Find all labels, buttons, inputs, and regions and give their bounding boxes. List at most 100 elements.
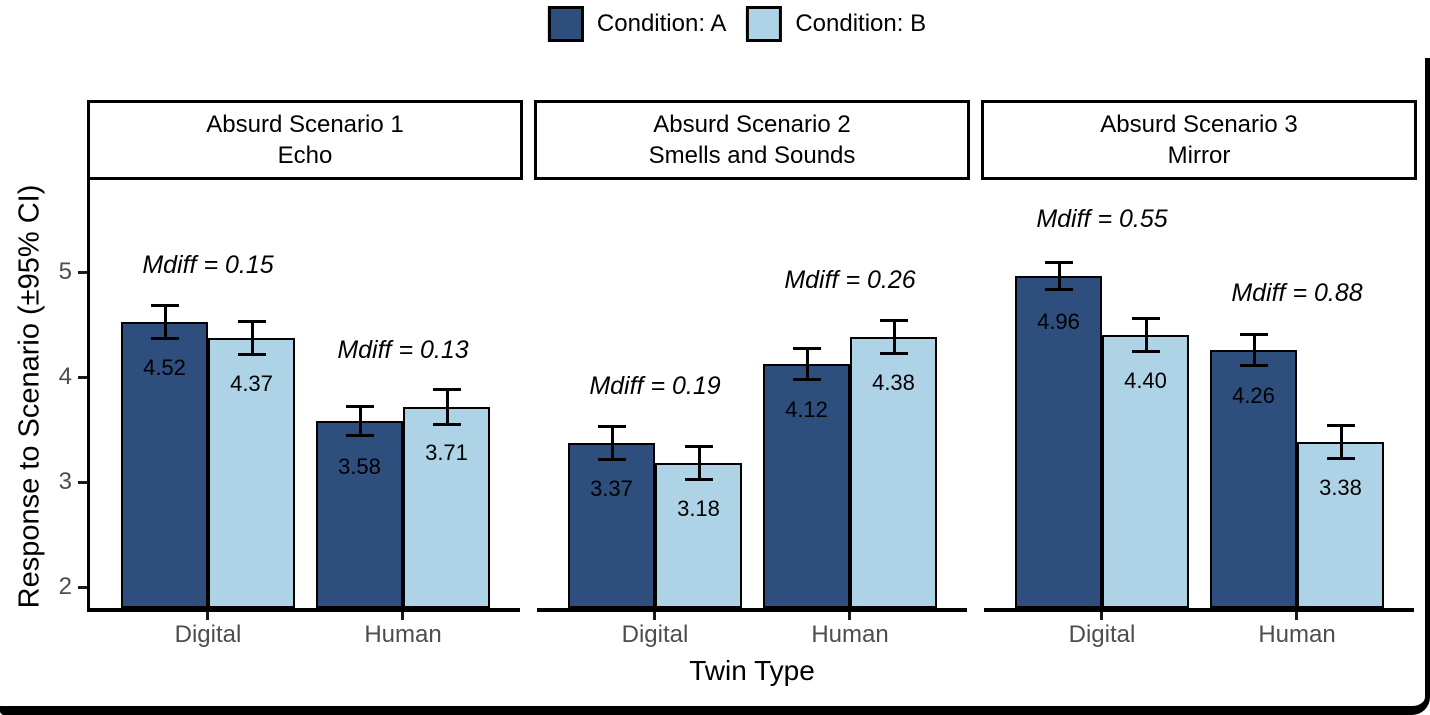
error-bar-cap-top — [1240, 333, 1268, 336]
error-bar-line — [1340, 426, 1343, 458]
mdiff-annotation: Mdiff = 0.55 — [1036, 205, 1168, 233]
y-tick-mark — [78, 376, 87, 379]
bar-value-label: 3.38 — [1319, 475, 1362, 500]
error-bar-cap-top — [685, 445, 713, 448]
error-bar-line — [359, 407, 362, 435]
legend-item-condition-b: Condition: B — [746, 6, 926, 42]
bar-value-label: 4.26 — [1232, 383, 1275, 408]
error-bar-cap-bottom — [1240, 364, 1268, 367]
bar-value-label: 3.18 — [677, 496, 720, 521]
y-tick-label: 2 — [58, 573, 72, 600]
x-tick-mark — [1295, 612, 1298, 620]
facet-title-line2: Echo — [277, 142, 333, 169]
bar-condition-b — [208, 338, 295, 608]
error-bar-cap-top — [598, 425, 626, 428]
x-axis-line — [87, 608, 520, 612]
error-bar-line — [1058, 263, 1061, 289]
mdiff-annotation: Mdiff = 0.88 — [1231, 279, 1363, 307]
facet-title: Absurd Scenario 2 Smells and Sounds — [534, 100, 970, 180]
facet-panel: Absurd Scenario 1 Echo 4.52 4.37 3.58 3.71 2 3 4… — [59, 100, 523, 680]
x-tick-label: Human — [1258, 621, 1336, 648]
error-bar-line — [1145, 319, 1148, 351]
y-tick-label: 4 — [58, 363, 72, 390]
x-axis-title: Twin Type — [689, 655, 815, 686]
x-tick-mark — [653, 612, 656, 620]
x-tick-mark — [206, 612, 209, 620]
bar-condition-a — [568, 443, 655, 608]
bar-value-label: 4.96 — [1037, 309, 1080, 334]
facet-title-line1: Absurd Scenario 1 — [206, 111, 404, 138]
error-bar-cap-bottom — [598, 458, 626, 461]
bar-condition-b — [1297, 442, 1384, 608]
y-tick-label: 3 — [58, 468, 72, 495]
mdiff-annotation: Mdiff = 0.19 — [589, 372, 721, 400]
error-bar-cap-top — [1045, 261, 1073, 264]
y-axis-line — [87, 180, 90, 612]
chart-legend: Condition: A Condition: B — [547, 6, 926, 42]
error-bar-cap-top — [880, 319, 908, 322]
bar-value-label: 3.58 — [338, 454, 381, 479]
error-bar-line — [1253, 335, 1256, 365]
error-bar-cap-bottom — [1132, 350, 1160, 353]
error-bar-line — [698, 447, 701, 479]
error-bar-cap-top — [151, 304, 179, 307]
bar-condition-a — [1015, 276, 1102, 608]
mdiff-annotation: Mdiff = 0.26 — [784, 266, 916, 294]
x-tick-label: Digital — [1068, 621, 1136, 648]
bar-value-label: 3.71 — [425, 440, 468, 465]
bar-value-label: 4.37 — [230, 371, 273, 396]
bar-value-label: 4.38 — [872, 370, 915, 395]
x-tick-mark — [848, 612, 851, 620]
x-axis-line — [984, 608, 1414, 612]
error-bar-cap-bottom — [1327, 457, 1355, 460]
error-bar-cap-top — [238, 320, 266, 323]
error-bar-cap-top — [1327, 424, 1355, 427]
facet-panel: Absurd Scenario 2 Smells and Sounds 3.37 3.… — [534, 100, 970, 680]
facet-panel: Absurd Scenario 3 Mirror 4.96 4.40 4.26 3.38 M… — [981, 100, 1417, 680]
x-tick-label: Human — [811, 621, 889, 648]
mdiff-annotation: Mdiff = 0.13 — [337, 336, 469, 364]
error-bar-cap-bottom — [1045, 288, 1073, 291]
facet-title-line1: Absurd Scenario 3 — [1100, 111, 1298, 138]
facet-title: Absurd Scenario 3 Mirror — [981, 100, 1417, 180]
bar-condition-b — [403, 407, 490, 608]
error-bar-cap-top — [433, 388, 461, 391]
error-bar-cap-bottom — [238, 353, 266, 356]
error-bar-line — [251, 322, 254, 354]
y-tick-mark — [78, 481, 87, 484]
error-bar-cap-bottom — [880, 352, 908, 355]
facet-title-line2: Mirror — [1167, 142, 1231, 169]
error-bar-cap-bottom — [685, 478, 713, 481]
error-bar-cap-bottom — [151, 337, 179, 340]
bar-value-label: 3.37 — [590, 476, 633, 501]
facet-title: Absurd Scenario 1 Echo — [87, 100, 523, 180]
error-bar-line — [893, 321, 896, 353]
mdiff-annotation: Mdiff = 0.15 — [142, 251, 274, 279]
error-bar-cap-bottom — [793, 378, 821, 381]
legend-label: Condition: A — [596, 10, 727, 37]
x-axis-line — [537, 608, 967, 612]
bar-condition-a — [316, 421, 403, 608]
error-bar-line — [806, 349, 809, 379]
legend-swatch-icon — [746, 6, 783, 42]
x-tick-label: Human — [364, 621, 442, 648]
error-bar-cap-top — [346, 405, 374, 408]
plot-area: 4.52 4.37 3.58 3.71 — [90, 180, 520, 608]
plot-area: 4.96 4.40 4.26 3.38 — [984, 180, 1414, 608]
bar-condition-b — [655, 463, 742, 608]
legend-label: Condition: B — [795, 10, 927, 37]
bar-value-label: 4.12 — [785, 397, 828, 422]
facet-title-line1: Absurd Scenario 2 — [653, 111, 851, 138]
error-bar-cap-bottom — [346, 434, 374, 437]
bar-condition-a — [121, 322, 208, 608]
bar-condition-a — [763, 364, 850, 608]
bar-value-label: 4.40 — [1124, 368, 1167, 393]
y-tick-mark — [78, 271, 87, 274]
x-tick-mark — [1100, 612, 1103, 620]
error-bar-cap-top — [1132, 317, 1160, 320]
legend-swatch-icon — [547, 6, 584, 42]
plot-area: 3.37 3.18 4.12 4.38 — [537, 180, 967, 608]
legend-item-condition-a: Condition: A — [547, 6, 727, 42]
error-bar-line — [611, 427, 614, 459]
